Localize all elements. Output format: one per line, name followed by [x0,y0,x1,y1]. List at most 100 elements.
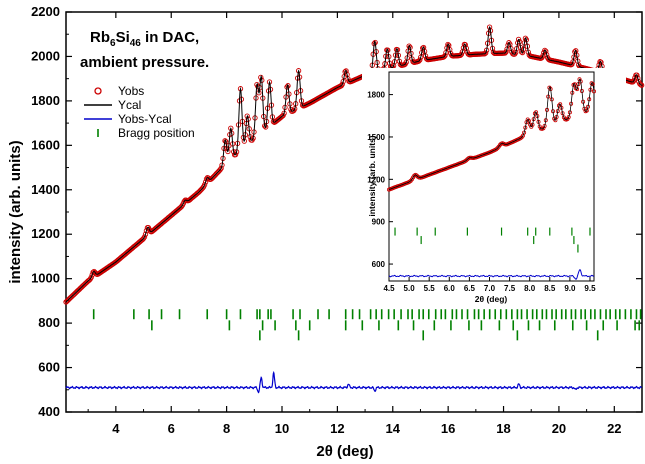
obs-point [88,274,94,281]
obs-point [232,151,239,158]
chart-title: Rb6Si46 in DAC, ambient pressure. [80,29,209,71]
main-y-axis-title: intensity (arb. units) [7,140,24,283]
obs-point [631,77,637,84]
legend-ycal-label: Ycal [118,98,141,112]
obs-point [519,49,526,56]
obs-point [417,57,423,63]
inset-y-axis-title: intensity (arb. units) [367,135,377,216]
main-y-tick-label: 1800 [31,93,60,108]
inset-plot-frame [388,71,595,282]
main-x-axis-title: 2θ (deg) [316,443,373,460]
obs-point [543,48,549,54]
main-axis-ticks [66,11,642,413]
obs-point [458,51,465,57]
obs-point [218,165,224,171]
main-y-tick-label: 1600 [31,137,60,152]
main-x-tick-label: 10 [275,421,289,436]
inset-calculated-curve [388,78,595,190]
inset-obs-point [572,82,577,87]
svg-text:Rb6Si46 in DAC,: Rb6Si46 in DAC, [90,29,199,49]
title-si: Si [116,29,130,46]
title-line-2: ambient pressure. [80,54,209,71]
main-y-tick-labels: 400 600 800 1000 1200 1400 1600 1800 2000 2200 [31,4,60,419]
main-y-tick-label: 800 [38,315,60,330]
obs-point [483,50,489,56]
obs-point [462,42,468,48]
inset-y-tick-label: 1200 [367,175,385,184]
obs-point [201,182,208,188]
obs-point [418,54,424,60]
inset-y-tick-labels: 600 900 1200 1500 1800 [367,91,385,269]
main-y-tick-label: 1000 [31,271,60,286]
title-rb: Rb [90,29,110,46]
main-x-tick-label: 14 [386,421,401,436]
inset-x-tick-label: 9.5 [584,284,596,293]
main-x-tick-label: 6 [168,421,175,436]
main-x-tick-label: 16 [441,421,455,436]
main-y-tick-label: 2200 [31,4,60,19]
legend-yobs-label: Yobs [118,84,144,98]
inset-x-tick-label: 4.5 [383,284,395,293]
main-y-tick-label: 1400 [31,182,60,197]
legend: Yobs Ycal Yobs-Ycal Bragg position [84,84,195,140]
obs-point [339,81,345,88]
inset-x-tick-label: 9.0 [564,284,576,293]
obs-point [225,148,231,155]
title-rest: in DAC, [141,29,199,46]
main-x-tick-label: 4 [112,421,120,436]
main-x-tick-label: 8 [223,421,230,436]
obs-point [542,47,548,54]
inset-y-tick-label: 900 [372,218,386,227]
inset-x-tick-label: 6.5 [464,284,476,293]
obs-point [544,52,550,58]
inset-x-tick-label: 7.5 [504,284,516,293]
obs-point [503,49,509,55]
obs-point [442,52,448,59]
inset-plot: 600 900 1200 1500 1800 4.5 5.0 5.5 6.0 6.5 7.0 7.5… [362,68,626,308]
legend-bragg-label: Bragg position [118,126,195,140]
inset-x-axis-title: 2θ (deg) [475,294,508,304]
inset-y-tick-label: 1800 [367,91,385,100]
inset-obs-point [542,124,547,129]
inset-obs-point [575,87,580,92]
title-sub-6: 6 [110,38,116,49]
inset-x-tick-label: 8.5 [544,284,556,293]
main-x-tick-labels: 4 6 8 10 12 14 16 18 20 22 [112,421,621,436]
main-difference-curve [65,370,643,394]
obs-point [639,82,645,88]
inset-x-tick-label: 7.0 [484,284,496,293]
inset-obs-point [566,115,571,120]
main-calculated-curve [65,26,642,303]
main-y-tick-label: 600 [38,360,60,375]
obs-point [228,125,234,131]
main-y-tick-label: 1200 [31,226,60,241]
inset-y-tick-label: 600 [372,260,386,269]
main-x-tick-label: 20 [552,421,566,436]
obs-point [141,234,148,240]
main-y-tick-label: 2000 [31,48,60,63]
legend-diff-label: Yobs-Ycal [118,112,172,126]
obs-point [635,75,641,81]
inset-difference-curve [388,269,595,280]
obs-point [445,41,451,48]
obs-point [343,68,349,74]
main-x-tick-label: 18 [496,421,510,436]
inset-observed-points [386,77,597,192]
inset-obs-point [522,130,527,135]
inset-background [362,68,626,308]
inset-axis-ticks [388,94,591,281]
main-x-tick-label: 22 [607,421,621,436]
obs-point [634,72,640,78]
main-bragg-ticks [92,309,642,341]
inset-x-tick-labels: 4.5 5.0 5.5 6.0 6.5 7.0 7.5 8.0 8.5 9.0 9.5 [383,284,596,293]
inset-obs-point [534,110,539,115]
inset-x-tick-label: 6.0 [444,284,456,293]
title-sub-46: 46 [130,38,142,49]
obs-point [142,231,149,237]
inset-y-tick-label: 1500 [367,133,385,142]
inset-x-tick-label: 5.0 [404,284,416,293]
obs-point [338,83,344,89]
obs-point [241,138,247,144]
